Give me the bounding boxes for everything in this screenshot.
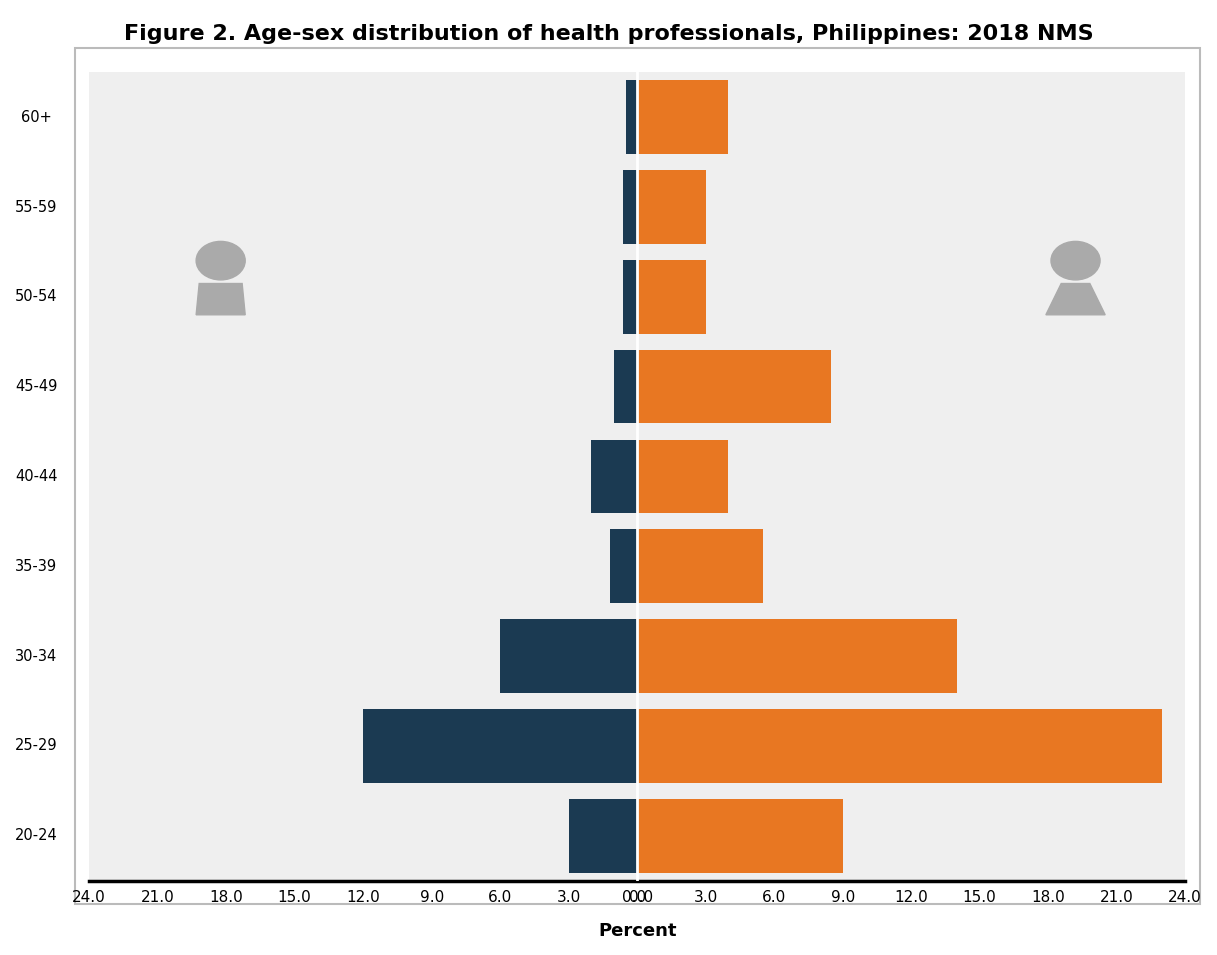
Bar	[638, 170, 706, 244]
Bar	[638, 439, 729, 513]
Bar	[591, 439, 638, 513]
Bar	[638, 350, 831, 423]
Bar	[623, 260, 638, 333]
Bar	[638, 260, 706, 333]
Bar	[363, 709, 638, 783]
Bar	[626, 80, 638, 154]
X-axis label: Percent: Percent	[598, 922, 677, 940]
Bar	[638, 709, 1162, 783]
Bar	[638, 80, 729, 154]
Text: Figure 2. Age-sex distribution of health professionals, Philippines: 2018 NMS: Figure 2. Age-sex distribution of health…	[124, 24, 1093, 44]
Bar	[623, 170, 638, 244]
Bar	[638, 529, 763, 604]
Bar	[568, 799, 638, 873]
Bar	[615, 350, 638, 423]
Bar	[500, 619, 638, 693]
Bar	[638, 799, 842, 873]
Bar	[638, 619, 957, 693]
Bar	[610, 529, 638, 604]
